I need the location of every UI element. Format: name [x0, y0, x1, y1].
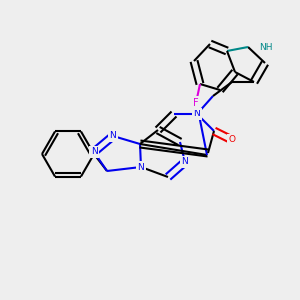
Text: N: N — [194, 110, 200, 118]
Text: N: N — [182, 158, 188, 166]
Text: N: N — [91, 148, 98, 157]
Text: N: N — [110, 131, 116, 140]
Text: N: N — [138, 163, 144, 172]
Text: O: O — [229, 136, 236, 145]
Text: F: F — [193, 98, 199, 108]
Text: NH: NH — [259, 43, 273, 52]
